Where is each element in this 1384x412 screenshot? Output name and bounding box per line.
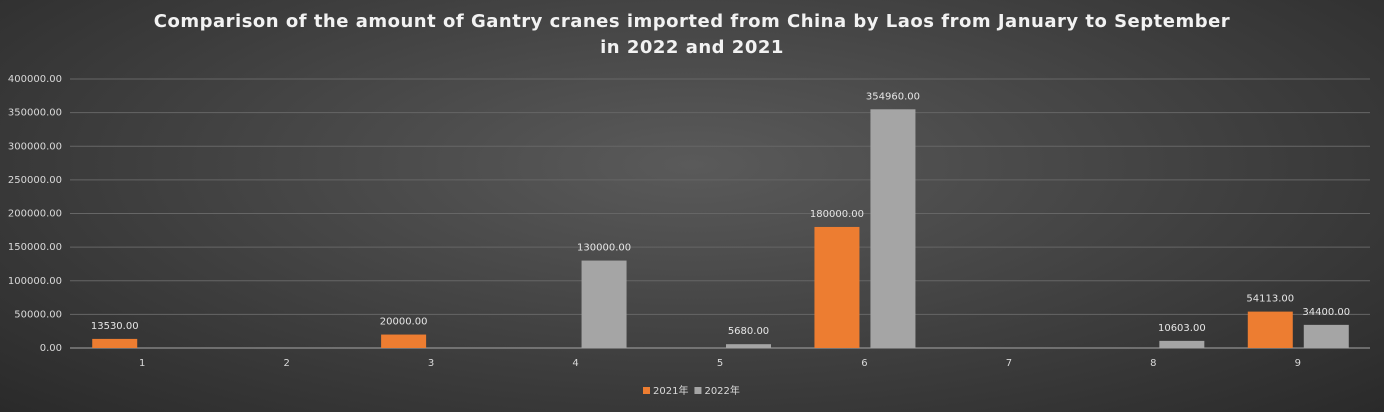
x-tick-label: 8 [1150,358,1156,369]
bar [870,109,916,348]
x-tick-label: 6 [861,358,867,369]
x-tick-label: 2 [283,358,289,369]
x-tick-label: 3 [428,358,434,369]
value-label: 180000.00 [810,209,864,220]
value-label: 13530.00 [91,321,139,332]
bar [726,344,771,348]
y-tick-label: 250000.00 [8,175,62,186]
bar [1159,340,1205,348]
value-label: 54113.00 [1246,294,1294,305]
x-tick-label: 9 [1295,358,1301,369]
y-tick-label: 50000.00 [14,309,62,320]
value-label: 130000.00 [577,243,631,254]
y-tick-label: 300000.00 [8,141,62,152]
y-tick-label: 150000.00 [8,242,62,253]
value-label: 10603.00 [1158,323,1206,334]
legend-swatch [694,387,702,394]
legend-label: 2021年 [653,384,688,397]
bar [581,260,627,348]
y-tick-label: 100000.00 [8,276,62,287]
y-tick-label: 350000.00 [8,108,62,119]
y-tick-label: 400000.00 [8,74,62,85]
x-tick-label: 7 [1006,358,1012,369]
value-label: 354960.00 [866,91,920,102]
legend-swatch [643,387,650,394]
chart-title: Comparison of the amount of Gantry crane… [153,11,1231,58]
value-label: 5680.00 [728,326,769,337]
bar [814,226,860,348]
legend-label: 2022年 [704,384,739,397]
bar [1303,324,1349,348]
value-label: 20000.00 [380,317,428,328]
bar [92,338,138,348]
bar [1247,311,1293,348]
value-label: 34400.00 [1302,307,1350,318]
bar [381,334,427,348]
x-tick-label: 4 [572,358,578,369]
x-tick-label: 1 [139,358,145,369]
y-tick-label: 0.00 [40,343,62,354]
x-tick-label: 5 [717,358,723,369]
y-tick-label: 200000.00 [8,209,62,220]
